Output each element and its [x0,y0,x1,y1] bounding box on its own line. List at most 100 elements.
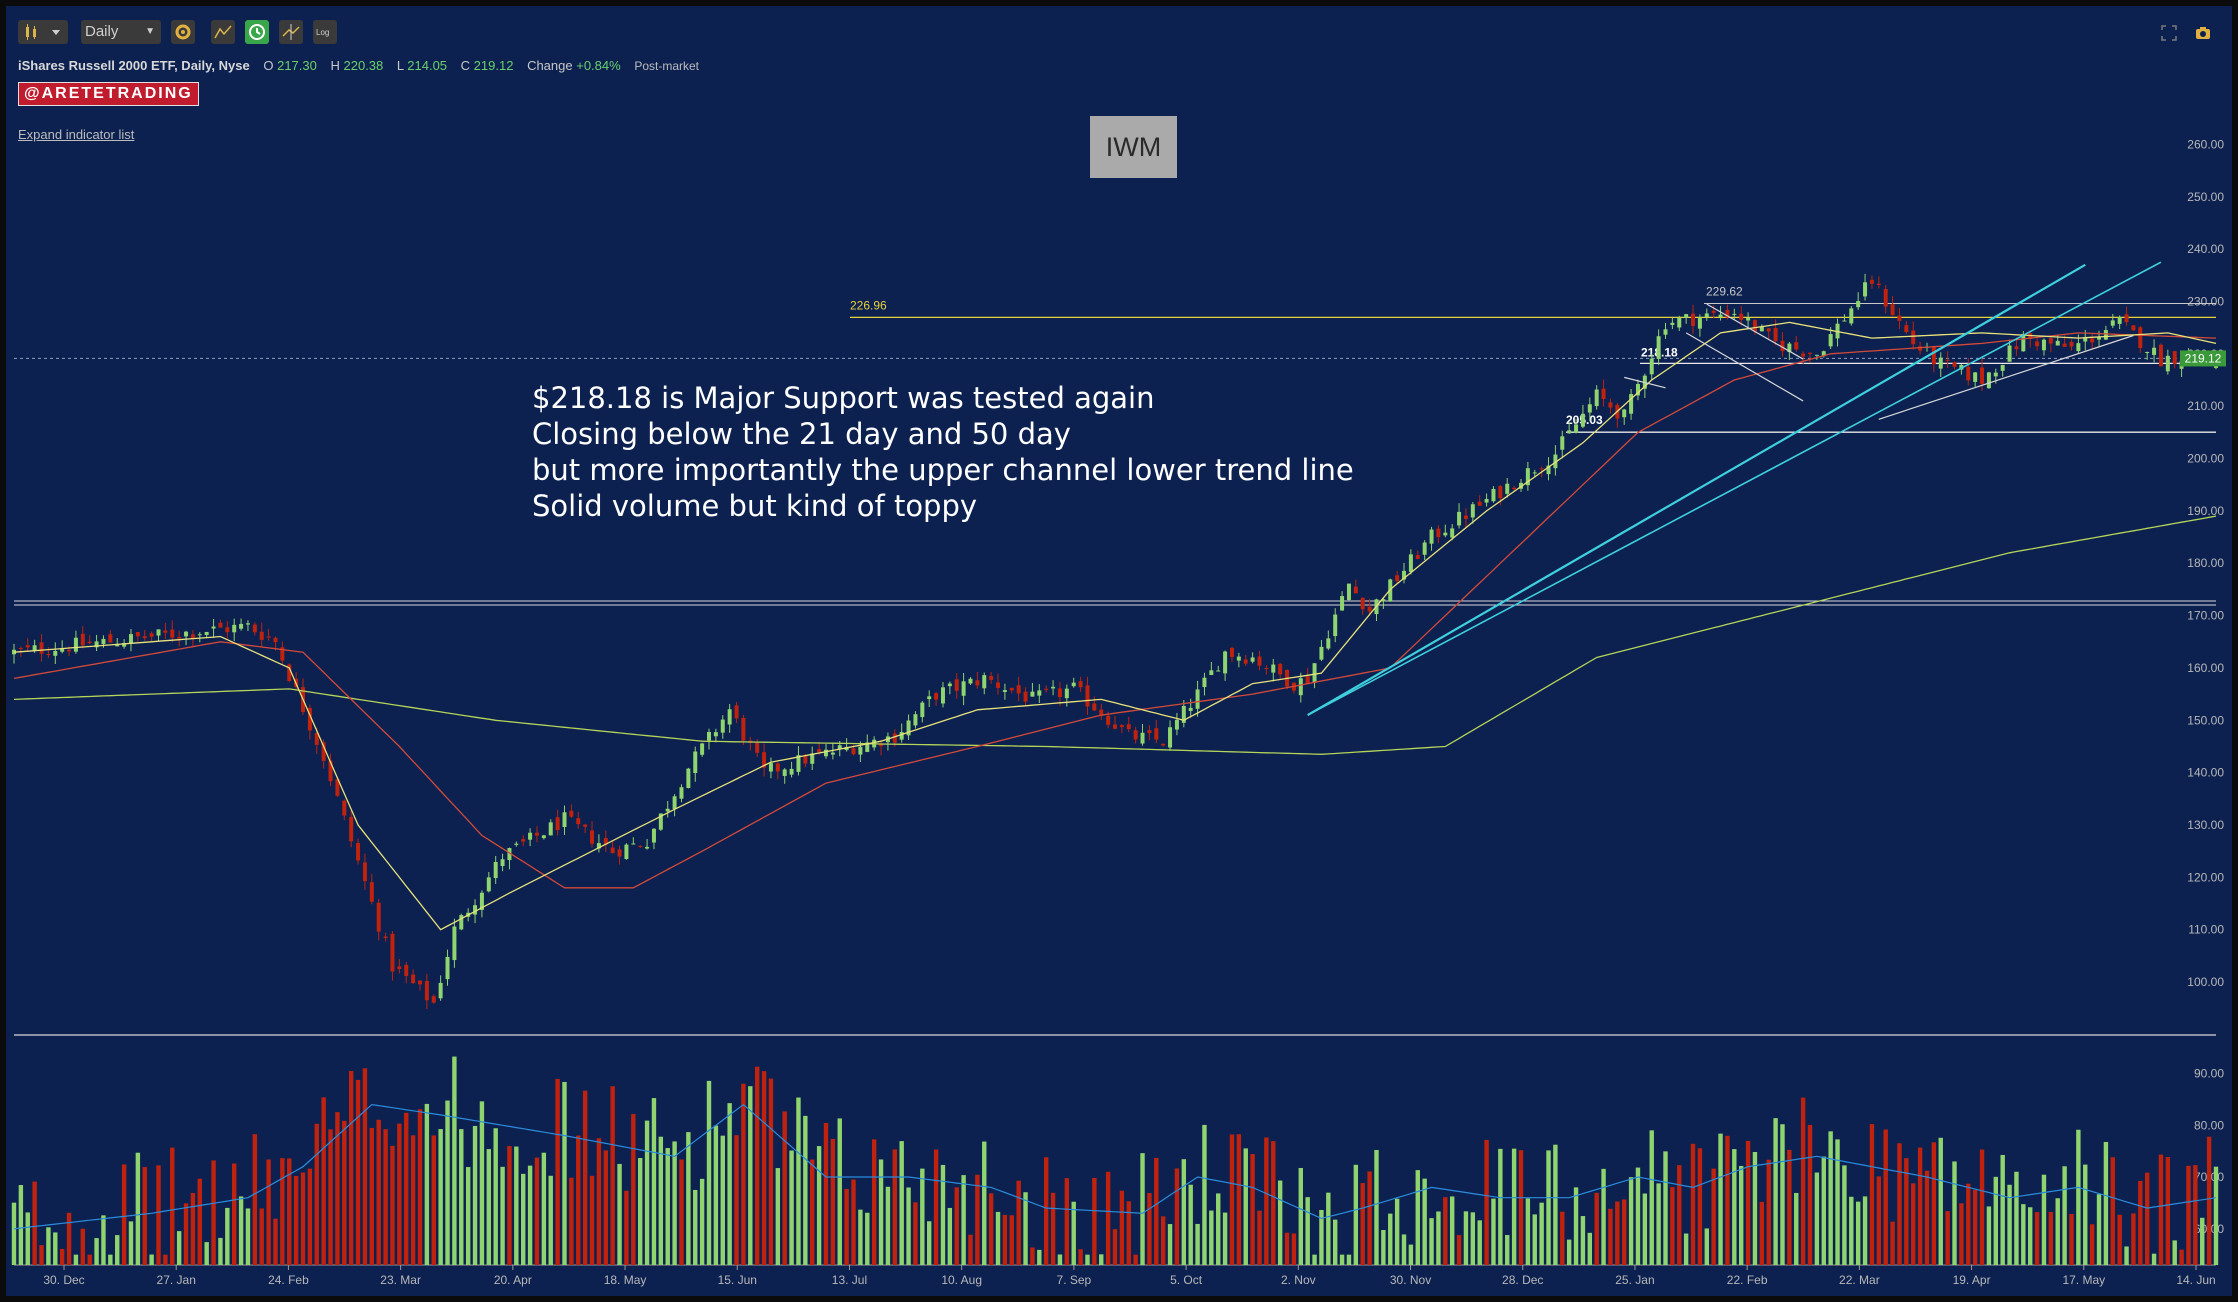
candle-body [651,828,656,843]
draw-tool-button[interactable] [279,20,303,44]
volume-bar [913,1202,918,1265]
open-label: O [263,58,274,73]
candle-body [1512,487,1517,490]
candle-body [1395,575,1400,581]
volume-bar [644,1120,650,1265]
candle-body [280,647,285,661]
volume-bar [748,1086,753,1265]
volume-bar [1009,1215,1014,1265]
candle-body [1766,328,1771,332]
log-scale-button[interactable]: Log [313,20,337,44]
volume-bar [947,1207,953,1265]
candle-body [617,849,622,857]
volume-bar [2186,1165,2191,1265]
candle-body [1333,614,1338,637]
volume-bar [1436,1211,1441,1265]
settings-button[interactable] [171,20,195,44]
expand-indicator-link[interactable]: Expand indicator list [18,127,135,142]
volume-bar [988,1193,994,1265]
time-tick-label: 24. Feb [268,1273,309,1287]
candle-body [707,732,712,741]
volume-bar [1828,1131,1833,1265]
candle-body [954,679,959,691]
candle-body [1140,732,1145,744]
volume-bar [693,1189,698,1265]
candle-body [1980,367,1985,384]
volume-bar [1360,1183,1365,1265]
volume-bar [197,1178,202,1265]
price-tick-label: 140.00 [2187,766,2224,780]
time-tick-label: 19. Apr [1953,1273,1991,1287]
time-tick-label: 27. Jan [157,1273,196,1287]
volume-bar [1284,1232,1290,1265]
volume-bar [761,1071,767,1265]
candle-body [335,779,340,796]
volume-bar [300,1172,306,1265]
volume-bar [1154,1157,1159,1265]
volume-bar [1800,1097,1806,1265]
volume-bar [156,1165,161,1265]
volume-bar [2124,1246,2129,1265]
volume-bar [713,1125,719,1265]
candle-body [1484,498,1489,503]
volume-bar [1787,1149,1792,1265]
volume-bar [39,1245,44,1265]
volume-bar [858,1209,863,1265]
clock-button[interactable] [245,20,269,44]
volume-bar [204,1242,209,1265]
candle-body [287,664,292,682]
volume-bar [252,1134,258,1265]
chart-type-button[interactable] [18,20,68,44]
candle-body [562,812,567,828]
volume-bar [2083,1164,2088,1265]
candle-body [555,817,560,831]
candle-body [218,622,223,628]
volume-bar [1862,1196,1868,1265]
indicator-icon [214,25,232,39]
volume-bar [1752,1152,1758,1265]
volume-bar [1002,1214,1008,1265]
volume-bar [1071,1201,1076,1265]
volume-bar [1677,1165,1682,1265]
fullscreen-button[interactable] [2160,24,2178,42]
volume-bar [1401,1234,1407,1265]
crosshair-icon [282,24,300,40]
volume-bar [1291,1233,1297,1265]
volume-bar [679,1159,684,1265]
candle-body [823,749,828,757]
candle-body [431,996,436,1003]
candle-body [1092,703,1097,711]
candle-body [1842,320,1847,322]
candle-body [1876,283,1881,286]
volume-bar [149,1254,154,1265]
price-tick-label: 240.00 [2187,242,2224,256]
candle-body [356,842,361,861]
volume-bar [25,1212,30,1265]
candle-body [913,714,918,726]
candle-body [1257,656,1262,666]
volume-bar [404,1112,409,1265]
candle-body [1209,670,1214,675]
volume-bar [335,1112,340,1265]
interval-select[interactable]: Daily ▼ [81,20,161,44]
volume-bar [465,1167,471,1265]
ohlc-info-line: iShares Russell 2000 ETF, Daily, Nyse O … [18,58,699,73]
candle-body [1236,656,1241,661]
candle-body [2172,351,2177,364]
candle-body [1457,511,1462,526]
volume-bar [589,1175,595,1265]
volume-bar [1553,1144,1558,1265]
candle-body [1188,707,1193,711]
candle-body [576,818,581,825]
candle-body [397,966,402,970]
candle-body [53,650,58,656]
indicators-button[interactable] [211,20,235,44]
volume-bar [66,1212,72,1265]
candle-body [438,982,443,999]
screenshot-button[interactable] [2194,24,2212,42]
candle-body [108,634,113,643]
volume-bar [1092,1177,1097,1265]
candle-body [80,633,85,646]
volume-bar [810,1159,815,1265]
